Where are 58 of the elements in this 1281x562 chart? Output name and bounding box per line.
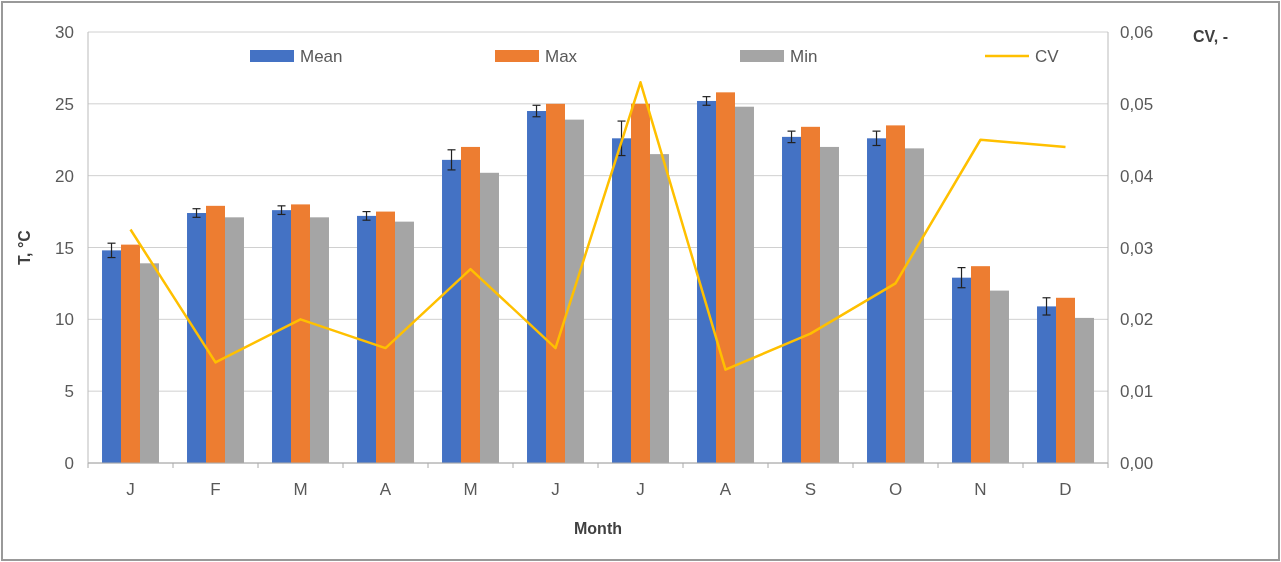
bar <box>546 103 565 463</box>
bar <box>631 103 650 463</box>
x-tick-label: S <box>804 480 817 499</box>
y-axis-title: T, °C <box>16 229 33 265</box>
y2-tick-label: 0,04 <box>1120 166 1154 186</box>
bar <box>782 136 802 463</box>
x-tick-label: D <box>1059 480 1072 499</box>
bar <box>886 125 905 463</box>
bar <box>1037 306 1057 463</box>
bar <box>121 244 140 463</box>
y-tick-label: 0 <box>64 454 74 473</box>
y-tick-label: 20 <box>55 166 74 186</box>
legend-label: Min <box>790 47 818 66</box>
bar <box>206 205 225 463</box>
x-tick-label: J <box>126 480 135 499</box>
y-tick-label: 30 <box>55 23 74 42</box>
bar <box>971 266 990 463</box>
legend-label: Max <box>545 47 578 66</box>
y2-tick-label: 0,06 <box>1120 23 1154 42</box>
x-tick-label: J <box>636 480 645 499</box>
legend-label: CV <box>1035 47 1060 66</box>
bar <box>442 159 462 463</box>
y-tick-label: 15 <box>55 238 74 258</box>
x-tick-label: M <box>463 480 478 499</box>
y2-tick-label: 0,01 <box>1120 382 1154 402</box>
bar <box>801 126 820 463</box>
bar <box>527 111 547 463</box>
y2-tick-label: 0,03 <box>1120 238 1154 258</box>
bar <box>102 250 122 463</box>
y2-tick-label: 0,02 <box>1120 310 1154 330</box>
line-series <box>129 81 1067 371</box>
bar <box>187 213 207 463</box>
y-tick-label: 25 <box>55 94 74 114</box>
x-axis-title: Month <box>574 520 622 537</box>
bar <box>272 210 292 463</box>
bar <box>716 92 735 463</box>
bar <box>952 277 972 463</box>
bar <box>376 211 395 463</box>
x-tick-label: F <box>210 480 221 499</box>
bar <box>357 215 377 463</box>
x-tick-label: O <box>888 480 903 499</box>
bar <box>867 138 887 463</box>
bar <box>461 146 480 463</box>
y-tick-label: 10 <box>55 310 74 330</box>
bar <box>1056 297 1075 463</box>
x-tick-label: A <box>379 480 392 499</box>
legend-label: Mean <box>300 47 343 66</box>
x-tick-label: M <box>293 480 308 499</box>
x-tick-label: J <box>551 480 560 499</box>
bar <box>612 138 632 463</box>
y-tick-label: 5 <box>64 382 74 402</box>
y2-tick-label: 0,00 <box>1120 454 1154 473</box>
bar <box>697 100 717 463</box>
x-tick-label: A <box>719 480 732 499</box>
y2-tick-label: 0,05 <box>1120 94 1154 114</box>
bar <box>291 204 310 463</box>
x-tick-label: N <box>974 480 987 499</box>
y2-axis-title: CV, - <box>1193 28 1228 45</box>
